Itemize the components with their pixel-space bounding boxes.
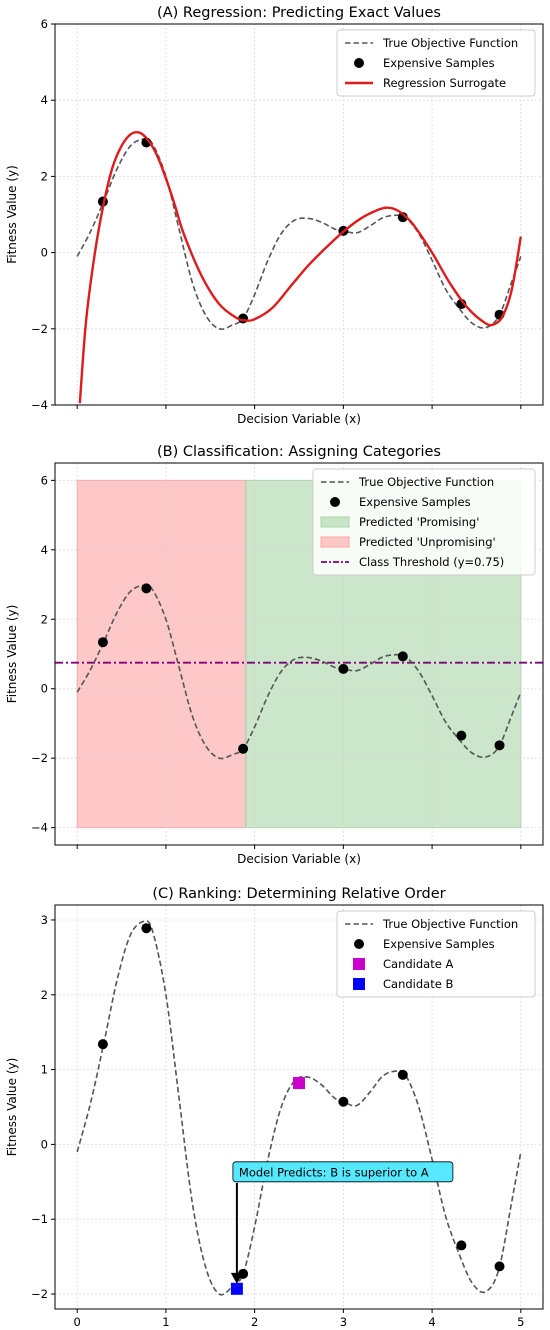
- annotation-box: [232, 1161, 454, 1183]
- y-tick-label: −2: [31, 322, 48, 336]
- legend-box: [336, 910, 536, 998]
- legend-handle-circle: [330, 497, 340, 507]
- legend-label: Class Threshold (y=0.75): [359, 555, 504, 569]
- sample-point: [141, 583, 152, 594]
- regression-surrogate-line: [78, 130, 523, 404]
- x-tick-label: 5: [517, 1315, 524, 1329]
- legend-handle-patch: [320, 516, 350, 528]
- true-function-line: [76, 584, 522, 760]
- y-tick-label: 1: [41, 1063, 48, 1077]
- legend-box: [336, 29, 536, 97]
- chart-title: (B) Classification: Assigning Categories: [157, 444, 441, 460]
- legend-label: True Objective Function: [358, 475, 494, 489]
- sample-point: [494, 740, 505, 751]
- legend: True Objective Function Expensive Samples…: [336, 29, 536, 97]
- chart-panel-c: Model Predicts: B is superior to A 0 1 2 3 4 5…: [5, 886, 544, 1330]
- x-tick-label: 3: [340, 1315, 347, 1329]
- sample-point: [338, 663, 349, 674]
- y-tick-label: −2: [31, 1287, 48, 1301]
- legend-label: Candidate A: [383, 957, 453, 971]
- legend-handle-circle: [354, 58, 364, 68]
- legend-box: [312, 468, 536, 576]
- y-axis-label: Fitness Value (y): [5, 1058, 19, 1157]
- y-tick-label: 6: [41, 17, 48, 31]
- y-axis-label: Fitness Value (y): [5, 165, 19, 264]
- y-tick-label: 0: [41, 246, 48, 260]
- sample-point: [97, 1039, 108, 1050]
- candidate-a-marker: [293, 1077, 305, 1090]
- sample-point: [456, 730, 467, 741]
- sample-point: [141, 923, 152, 934]
- legend-handle-circle: [354, 939, 364, 949]
- y-tick-label: −4: [31, 821, 48, 835]
- x-tick-label: 1: [162, 1315, 169, 1329]
- y-tick-label: −1: [31, 1212, 48, 1226]
- sample-point: [456, 1240, 467, 1251]
- y-tick-label: −4: [31, 398, 48, 412]
- legend-label: True Objective Function: [382, 36, 518, 50]
- sample-point: [397, 1069, 408, 1080]
- y-tick-label: 2: [41, 169, 48, 183]
- y-tick-label: 6: [41, 473, 48, 487]
- y-tick-label: 2: [41, 612, 48, 626]
- sample-point: [397, 651, 408, 662]
- y-tick-label: 3: [41, 913, 48, 927]
- legend: True Objective Function Expensive Samples…: [312, 468, 536, 576]
- legend-label: True Objective Function: [382, 917, 518, 931]
- x-tick-label: 0: [74, 1315, 81, 1329]
- y-tick-label: 4: [41, 543, 48, 557]
- legend-label: Predicted 'Promising': [359, 515, 479, 529]
- y-tick-label: 2: [41, 988, 48, 1002]
- chart-panel-a: −4 −2 0 2 4 6 (A) Regression: Predicting Exact…: [5, 5, 544, 426]
- legend-handle-patch: [320, 536, 350, 548]
- region-unpromising: [76, 479, 247, 829]
- candidate-b-marker: [230, 1282, 243, 1295]
- y-tick-label: −2: [31, 751, 48, 765]
- legend-label: Regression Surrogate: [383, 76, 506, 90]
- annotation-text: Model Predicts: B is superior to A: [239, 1165, 429, 1179]
- true-function-line: [76, 138, 522, 330]
- sample-point: [338, 1096, 349, 1107]
- legend-label: Expensive Samples: [383, 56, 495, 70]
- legend-label: Expensive Samples: [383, 937, 495, 951]
- y-tick-label: 4: [41, 93, 48, 107]
- annotation-arrowhead: [230, 1272, 243, 1284]
- sample-point: [238, 743, 249, 754]
- sample-point: [494, 1261, 505, 1272]
- legend: True Objective Function Expensive Samples…: [336, 910, 536, 998]
- x-tick-label: 4: [428, 1315, 435, 1329]
- chart-title: (C) Ranking: Determining Relative Order: [152, 886, 445, 902]
- chart-title: (A) Regression: Predicting Exact Values: [157, 5, 441, 21]
- sample-point: [97, 637, 108, 648]
- legend-label: Predicted 'Unpromising': [359, 535, 496, 549]
- chart-panel-b: −4 −2 0 2 4 6 (B) Classification: Assigning Ca…: [5, 444, 544, 866]
- x-axis-label: Decision Variable (x): [237, 852, 361, 866]
- y-axis-label: Fitness Value (y): [5, 605, 19, 704]
- legend-label: Expensive Samples: [359, 495, 471, 509]
- legend-handle-square: [353, 978, 365, 990]
- legend-handle-square: [353, 958, 365, 970]
- y-tick-label: 0: [41, 1137, 48, 1151]
- axes-frame: [54, 904, 544, 1310]
- axes-frame: [54, 462, 544, 846]
- legend-label: Candidate B: [383, 977, 453, 991]
- y-tick-label: 0: [41, 682, 48, 696]
- x-tick-label: 2: [251, 1315, 258, 1329]
- x-axis-label: Decision Variable (x): [237, 412, 361, 426]
- axes-frame: [54, 23, 544, 406]
